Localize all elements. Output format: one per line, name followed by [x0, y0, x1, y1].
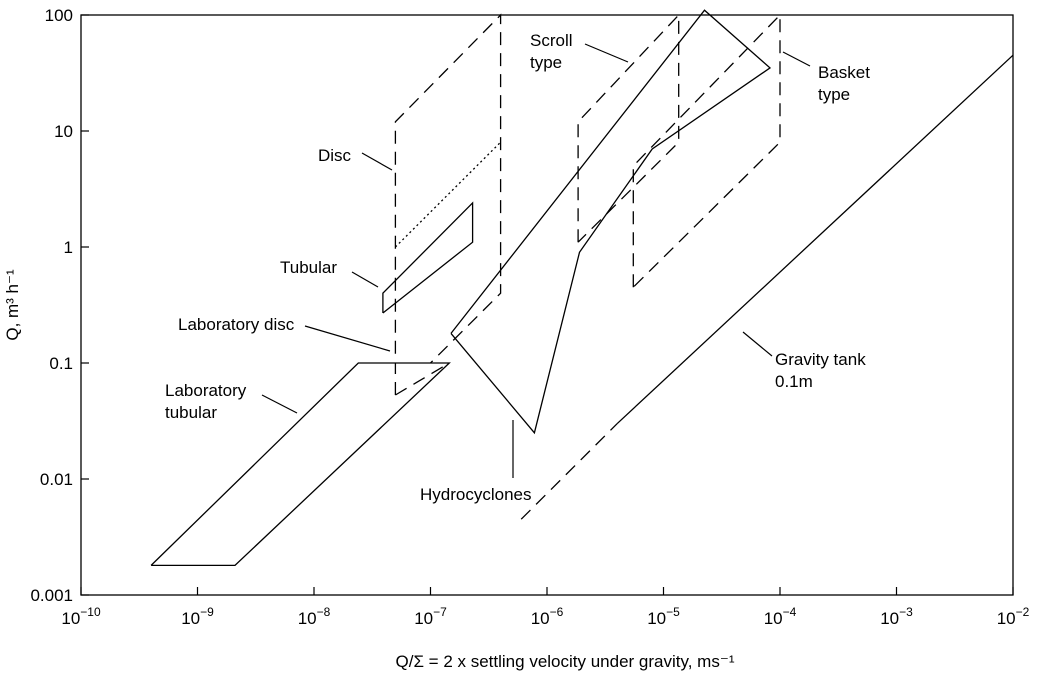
x-tick-label: 10−3 — [880, 605, 913, 628]
region-laboratory-disc-3 — [395, 362, 450, 396]
y-tick-label: 0.1 — [49, 354, 73, 373]
y-tick-label: 0.001 — [30, 586, 73, 605]
leader-line-basket — [782, 51, 811, 67]
region-scroll-type-7 — [577, 13, 680, 243]
annotation-gravity: Gravity tank 0.1m — [775, 350, 866, 391]
region-disc-5 — [394, 141, 502, 248]
x-tick-label: 10−10 — [61, 605, 101, 628]
leader-line-scroll — [584, 43, 629, 63]
x-tick-label: 10−5 — [647, 605, 680, 628]
x-axis-label: Q/Σ = 2 x settling velocity under gravit… — [396, 652, 735, 671]
region-laboratory-tubular-0 — [150, 362, 451, 567]
annotation-hydro: Hydrocyclones — [420, 485, 532, 504]
x-tick-label: 10−6 — [531, 605, 564, 628]
leader-line-gravity — [742, 331, 773, 357]
region-gravity-tank-0-1m-9 — [520, 423, 618, 520]
annotation-disc: Disc — [318, 146, 352, 165]
x-tick-label: 10−8 — [298, 605, 331, 628]
annotation-labtub: Laboratory tubular — [165, 381, 247, 422]
region-hydrocyclones-6 — [450, 9, 772, 435]
leader-line-labdisc — [304, 325, 391, 352]
region-basket-type-8 — [632, 13, 781, 288]
y-tick-label: 0.01 — [40, 470, 73, 489]
region-tubular-1 — [382, 201, 474, 314]
regions-layer — [150, 9, 1014, 567]
leader-line-tubular — [351, 271, 379, 288]
x-tick-label: 10−4 — [764, 605, 797, 628]
annotation-basket: Basket type — [818, 63, 870, 104]
y-tick-label: 1 — [64, 238, 73, 257]
leader-lines-layer — [261, 43, 811, 478]
y-axis-label: Q, m³ h⁻¹ — [3, 269, 22, 341]
leader-line-disc — [361, 152, 393, 171]
plot-frame — [80, 14, 1014, 596]
x-tick-label: 10−7 — [414, 605, 447, 628]
y-tick-label: 100 — [45, 6, 73, 25]
leader-line-labtub — [261, 394, 298, 414]
axes-layer: 0.001 0.01 0.1 1 10 100 10−10 10−9 10−8 10−7 10−6 1… — [30, 6, 1029, 628]
y-tick-label: 10 — [54, 122, 73, 141]
annotation-labdisc: Laboratory disc — [178, 315, 295, 334]
annotations-layer: Scroll type Basket type Disc Tubular Laborator… — [165, 31, 870, 504]
annotation-scroll: Scroll type — [530, 31, 573, 72]
region-gravity-tank-0-1m-10 — [616, 54, 1014, 425]
x-tick-label: 10−9 — [181, 605, 214, 628]
region-disc-4 — [394, 13, 502, 364]
annotation-tubular: Tubular — [280, 258, 337, 277]
x-tick-label: 10−2 — [997, 605, 1030, 628]
